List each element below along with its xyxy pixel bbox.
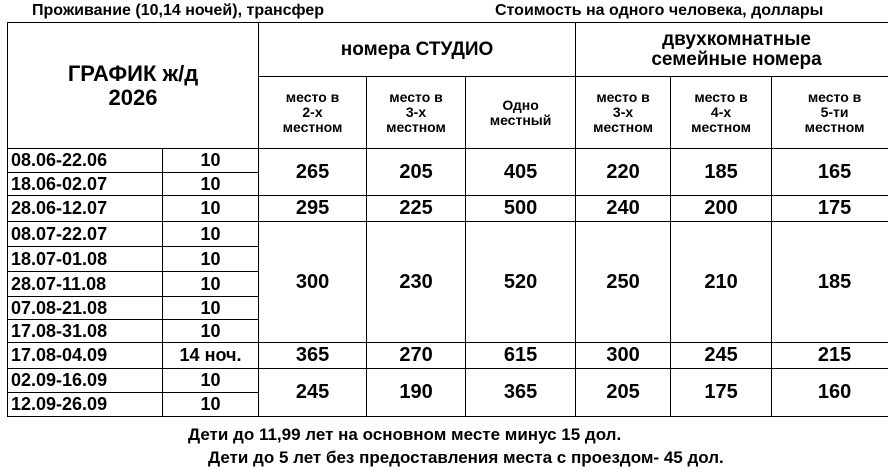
date-range: 12.09-26.09 [7, 392, 163, 417]
date-range: 08.07-22.07 [7, 221, 163, 247]
caption-right: Стоимость на одного человека, доллары [495, 2, 824, 19]
date-range: 17.08-04.09 [7, 342, 163, 369]
nights: 10 [161, 392, 260, 417]
price-cell: 615 [465, 342, 577, 369]
price-cell: 205 [366, 148, 467, 196]
price-cell: 245 [670, 342, 773, 369]
table-row: 08.07-22.07 10 300 230 520 250 210 185 [7, 221, 888, 343]
footer-note-2: Дети до 5 лет без предоставления места с… [208, 448, 724, 467]
column-header: место в 3-х местном [366, 76, 467, 149]
table-row: 02.09-16.09 10 245 190 365 205 175 160 [7, 368, 888, 417]
table-row: 18.06-02.07 10 [7, 172, 888, 196]
schedule-header: ГРАФИК ж/д 2026 [6, 22, 260, 149]
price-cell: 250 [575, 221, 672, 343]
price-cell: 200 [670, 195, 773, 222]
nights: 10 [161, 148, 260, 173]
footer-note-1: Дети до 11,99 лет на основном месте мину… [188, 425, 622, 444]
price-cell: 190 [366, 368, 467, 417]
price-cell: 365 [465, 368, 577, 417]
date-range: 18.07-01.08 [7, 246, 163, 272]
date-range: 17.08-31.08 [7, 319, 163, 343]
price-cell: 185 [771, 221, 888, 343]
price-cell: 240 [575, 195, 672, 222]
column-header: место в 3-х местном [575, 76, 672, 149]
nights: 10 [161, 296, 260, 320]
price-cell: 230 [366, 221, 467, 343]
nights: 10 [161, 319, 260, 343]
price-cell: 295 [258, 195, 368, 222]
price-cell: 500 [465, 195, 577, 222]
price-cell: 160 [771, 368, 888, 417]
nights: 10 [161, 246, 260, 272]
price-cell: 245 [258, 368, 368, 417]
nights: 10 [161, 172, 260, 196]
price-cell: 215 [771, 342, 888, 369]
table-row: 08.06-22.06 10 265 205 405 220 185 165 [7, 148, 888, 196]
table-row: 18.07-01.08 10 [7, 246, 888, 272]
price-table: ГРАФИК ж/д 2026 номера СТУДИО двухкомнатн… [6, 22, 888, 417]
price-cell: 225 [366, 195, 467, 222]
price-cell: 300 [575, 342, 672, 369]
column-header: место в 5-ти местном [771, 76, 888, 149]
date-range: 28.07-11.08 [7, 271, 163, 297]
column-header: место в 4-х местном [670, 76, 773, 149]
date-range: 08.06-22.06 [7, 148, 163, 173]
price-cell: 165 [771, 148, 888, 196]
price-cell: 520 [465, 221, 577, 343]
date-range: 18.06-02.07 [7, 172, 163, 196]
table-row: 28.06-12.07 10 295 225 500 240 200 175 [7, 195, 888, 222]
price-cell: 205 [575, 368, 672, 417]
table-row: 12.09-26.09 10 [7, 392, 888, 417]
nights: 10 [161, 368, 260, 393]
family-group-header: двухкомнатные семейные номера [575, 22, 888, 77]
price-cell: 270 [366, 342, 467, 369]
price-cell: 265 [258, 148, 368, 196]
price-cell: 300 [258, 221, 368, 343]
nights: 10 [161, 221, 260, 247]
nights: 10 [161, 271, 260, 297]
table-row: 28.07-11.08 10 [7, 271, 888, 297]
table-row: 17.08-31.08 10 [7, 319, 888, 343]
price-cell: 365 [258, 342, 368, 369]
caption-left: Проживание (10,14 ночей), трансфер [32, 2, 325, 19]
table-row: 07.08-21.08 10 [7, 296, 888, 320]
price-cell: 175 [771, 195, 888, 222]
date-range: 28.06-12.07 [7, 195, 163, 222]
date-range: 07.08-21.08 [7, 296, 163, 320]
column-header: Одно местный [465, 76, 577, 149]
column-header: место в 2-х местном [258, 76, 368, 149]
table-row: 17.08-04.09 14 ноч. 365 270 615 300 245 215 [7, 342, 888, 369]
date-range: 02.09-16.09 [7, 368, 163, 393]
nights: 10 [161, 195, 260, 222]
price-cell: 210 [670, 221, 773, 343]
price-cell: 220 [575, 148, 672, 196]
studio-group-header: номера СТУДИО [258, 22, 577, 77]
price-cell: 185 [670, 148, 773, 196]
nights: 14 ноч. [161, 342, 260, 369]
price-cell: 405 [465, 148, 577, 196]
price-cell: 175 [670, 368, 773, 417]
